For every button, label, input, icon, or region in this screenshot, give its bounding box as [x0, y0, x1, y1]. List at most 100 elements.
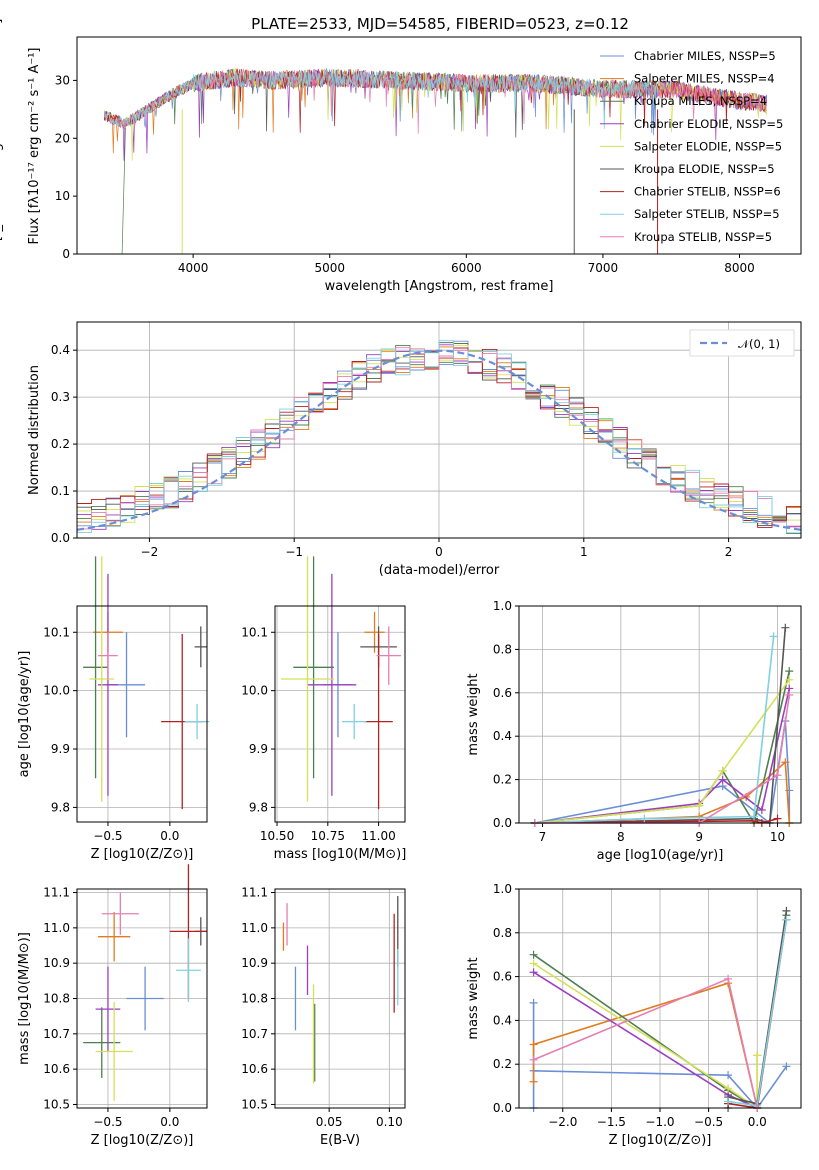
y-tick-label: 0.6	[493, 970, 512, 984]
weight-marker	[750, 812, 758, 821]
legend-entry: 𝒩(0, 1)	[738, 337, 780, 351]
x-tick-label: 6000	[451, 261, 482, 275]
y-tick-label: 0.4	[493, 729, 512, 743]
x-tick-label: −2	[141, 545, 159, 559]
weight-line-2	[534, 670, 791, 826]
weight-marker	[529, 1055, 538, 1064]
x-tick-label: 10.50	[260, 829, 294, 843]
y-tick-label: 10.5	[241, 1097, 268, 1111]
y-tick-label: 0.0	[493, 816, 512, 830]
x-tick-label: 0.0	[748, 1115, 767, 1129]
y-axis-label: mass weight	[466, 957, 481, 1039]
y-tick-label: 9.9	[249, 742, 268, 756]
y-tick-label: 0.2	[51, 437, 70, 451]
y-tick-label: 10.1	[241, 625, 268, 639]
weight-marker	[785, 690, 794, 699]
y-axis-label: age [log10(age/yr)]	[17, 651, 32, 778]
y-tick-label: 10.7	[43, 1027, 70, 1041]
x-tick-label: 11.00	[361, 829, 395, 843]
weight-marker	[529, 1040, 538, 1049]
legend-entry: Kroupa STELIB, NSSP=5	[634, 230, 772, 244]
x-tick-label: −0.5	[694, 1115, 723, 1129]
x-axis-label: mass [log10(M/M⊙)]	[274, 847, 407, 862]
y-tick-label: 1.0	[493, 599, 512, 613]
weight-marker	[529, 959, 538, 968]
weight-marker	[529, 950, 538, 959]
y-tick-label: 10.6	[43, 1062, 70, 1076]
y-tick-label: 10.0	[241, 684, 268, 698]
legend-entry: Chabrier STELIB, NSSP=6	[634, 185, 781, 199]
y-tick-label: 9.8	[51, 800, 70, 814]
x-tick-label: −1.0	[645, 1115, 674, 1129]
weight-marker	[785, 667, 794, 676]
x-axis-label: Z [log10(Z/Z⊙)]	[609, 1133, 712, 1148]
weight-marker	[781, 623, 790, 632]
weight-marker	[695, 801, 704, 810]
weight-marker	[781, 758, 790, 767]
y-tick-label: 11.0	[241, 921, 268, 935]
axes-frame	[518, 888, 802, 1109]
y-tick-label: 0.6	[493, 686, 512, 700]
y-tick-label: 9.9	[51, 742, 70, 756]
y-tick-label: 11.1	[241, 886, 268, 900]
weight-line-4	[533, 962, 758, 1110]
figure-title: PLATE=2533, MJD=54585, FIBERID=0523, z=0…	[251, 15, 629, 33]
normal-curve	[76, 349, 802, 531]
x-tick-label: 4000	[178, 261, 209, 275]
y-axis-label: mass weight	[466, 673, 481, 755]
weight-marker	[753, 1051, 762, 1060]
y-tick-label: 0.4	[493, 1013, 512, 1027]
x-tick-label: 5000	[314, 261, 345, 275]
weight-marker	[529, 968, 538, 977]
y-tick-label: 30	[55, 73, 70, 87]
weight-line-8	[534, 694, 791, 824]
x-tick-label: 9	[695, 830, 703, 844]
x-axis-label: wavelength [Angstrom, rest frame]	[325, 279, 554, 294]
weight-marker	[769, 632, 778, 641]
weight-line-3	[534, 688, 791, 824]
y-axis-label: Flux [fλ10⁻¹⁷ erg cm⁻² s⁻¹ A⁻¹]	[27, 48, 42, 245]
residual-panel: −2 −1 0 1 2 0.0 0.1 0.2 0.3 0.4 (data-model)/error…	[27, 321, 802, 578]
weight-marker	[757, 805, 766, 814]
legend-entry: Kroupa MILES, NSSP=4	[634, 94, 767, 108]
x-axis-label: E(B-V)	[320, 1133, 360, 1148]
weight-marker	[773, 814, 782, 823]
mass-vs-ebv-panel: 0.05 0.10 10.5 10.6 10.7 10.8 10.9 11.0 11.1 E(B-…	[241, 886, 406, 1148]
spectrum-line-2	[121, 67, 658, 255]
x-tick-label: 0.0	[160, 1115, 179, 1129]
weight-marker	[640, 814, 649, 823]
weight-marker	[782, 1062, 791, 1071]
y-tick-label: 0.2	[493, 773, 512, 787]
legend-box	[689, 329, 795, 357]
x-tick-label: 7	[539, 830, 547, 844]
x-tick-label: −2.0	[548, 1115, 577, 1129]
spectrum-line-7	[103, 69, 658, 129]
x-tick-label: 8000	[724, 261, 755, 275]
legend-entry: Salpeter MILES, NSSP=4	[634, 72, 775, 86]
y-axis-label: Normed distribution	[27, 365, 42, 495]
weight-marker	[782, 906, 791, 915]
y-tick-label: 10.6	[241, 1062, 268, 1076]
axes-frame	[518, 605, 802, 824]
y-tick-label: 0	[62, 247, 70, 261]
y-tick-label: 11.0	[43, 921, 70, 935]
x-tick-label: 7000	[588, 261, 619, 275]
x-axis-label: age [log10(age/yr)]	[597, 848, 724, 863]
weight-marker	[773, 771, 782, 780]
y-axis-label: Flux [f_λ10^-17 erg cm^-2 s^-1 A^-1]	[0, 19, 4, 273]
axes-frame	[274, 605, 406, 823]
x-tick-label: 8	[617, 830, 625, 844]
y-tick-label: 0.4	[51, 343, 70, 357]
mass-weight-vs-metallicity-panel: −2.0 −1.5 −1.0 −0.5 0.0 0.0 0.2 0.4 0.6 0.8 1.0 Z […	[466, 882, 802, 1148]
y-axis-label: mass [log10(M/M⊙)]	[17, 932, 32, 1065]
histogram-step-8	[77, 347, 801, 530]
y-tick-label: 10.9	[43, 956, 70, 970]
weight-marker	[529, 998, 538, 1007]
y-tick-label: 0.8	[493, 642, 512, 656]
x-tick-label: 10.75	[311, 829, 345, 843]
weight-marker	[724, 1084, 733, 1093]
y-tick-label: 10	[55, 189, 70, 203]
axes-frame	[76, 36, 802, 255]
weight-line-0	[532, 1002, 788, 1110]
